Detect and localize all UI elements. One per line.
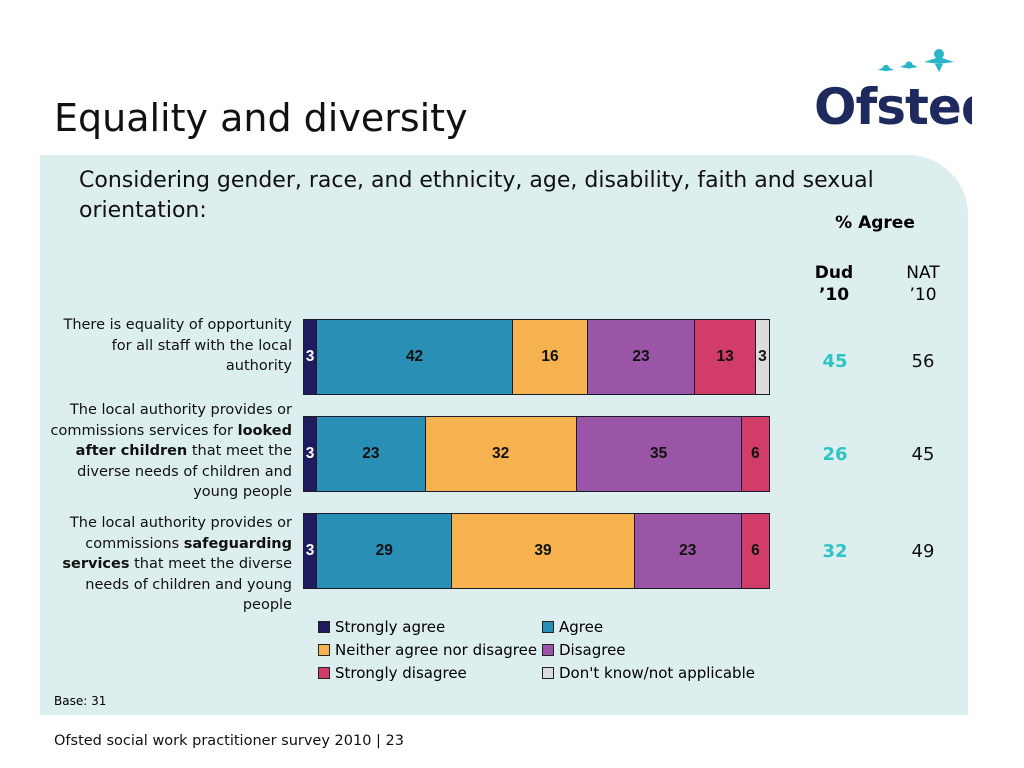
legend-swatch (542, 644, 554, 656)
bar-segment: 3 (303, 416, 318, 492)
bar-segment: 13 (695, 319, 756, 395)
dud-agree-value: 32 (822, 541, 848, 562)
bar-segment: 6 (741, 513, 770, 589)
data-label: 39 (534, 542, 552, 559)
stacked-bar: 3 29 39 23 6 (303, 513, 770, 589)
legend-swatch (542, 621, 554, 633)
bar-segment: 23 (317, 416, 426, 492)
bar-segment: 16 (513, 319, 588, 395)
data-label: 3 (305, 542, 315, 559)
data-label: 3 (758, 348, 767, 365)
slide-title: Equality and diversity (54, 96, 468, 140)
row-label: The local authority provides or commissi… (50, 402, 292, 500)
data-label: 23 (632, 348, 650, 365)
footer: Ofsted social work practitioner survey 2… (54, 733, 404, 749)
bar-segment: 32 (425, 416, 577, 492)
legend-label: Don't know/not applicable (559, 664, 755, 682)
legend-label: Strongly agree (335, 618, 446, 636)
ofsted-logo: Ofsted (814, 49, 972, 134)
legend-item: Strongly disagree (318, 664, 467, 682)
legend-label: Strongly disagree (335, 664, 467, 682)
data-label: 23 (679, 542, 697, 559)
bar-segment: 3 (303, 513, 317, 589)
nat-column-header: NAT ’10 (906, 263, 940, 305)
bar-segment: 3 (755, 319, 770, 395)
legend-label: Agree (559, 618, 604, 636)
dud-agree-value: 26 (822, 444, 848, 465)
data-label: 32 (491, 445, 510, 462)
bar-segment: 6 (741, 416, 770, 492)
base-note: Base: 31 (54, 694, 107, 708)
agree-column-header: % Agree (835, 213, 915, 233)
nat-agree-value: 49 (911, 541, 935, 562)
stacked-bar: 3 23 32 35 6 (303, 416, 770, 492)
data-label: 6 (750, 445, 760, 462)
stacked-bar: 3 42 16 23 13 3 (303, 319, 770, 395)
bar-segment: 42 (317, 319, 514, 395)
nat-agree-value: 56 (911, 351, 935, 372)
legend-item: Agree (542, 618, 603, 636)
data-label: 42 (405, 348, 424, 365)
bar-segment: 35 (576, 416, 742, 492)
legend-item: Neither agree nor disagree (318, 641, 537, 659)
legend-label: Disagree (559, 641, 626, 659)
bar-segment: 29 (317, 513, 453, 589)
legend-swatch (318, 644, 330, 656)
data-label: 3 (305, 445, 315, 462)
row-label: The local authority provides or commissi… (62, 515, 292, 613)
data-label: 3 (305, 348, 315, 365)
nat-agree-value: 45 (911, 444, 935, 465)
chart-subtitle: Considering gender, race, and ethnicity,… (79, 168, 874, 223)
legend-item: Don't know/not applicable (542, 664, 755, 682)
dud-column-header: Dud ’10 (814, 263, 854, 305)
svg-text:Ofsted: Ofsted (814, 78, 972, 134)
bar-segment: 23 (587, 319, 696, 395)
data-label: 16 (541, 348, 559, 365)
data-label: 6 (751, 542, 760, 559)
legend-label: Neither agree nor disagree (335, 641, 538, 659)
legend-item: Disagree (542, 641, 626, 659)
legend-swatch (542, 667, 554, 679)
bar-segment: 23 (634, 513, 742, 589)
data-label: 35 (649, 445, 668, 462)
data-label: 23 (362, 445, 380, 462)
bar-segment: 3 (303, 319, 317, 395)
legend-swatch (318, 667, 330, 679)
row-label: There is equality of opportunity for all… (63, 317, 292, 374)
data-label: 13 (716, 348, 734, 365)
data-label: 29 (375, 542, 393, 559)
legend-swatch (318, 621, 330, 633)
dud-agree-value: 45 (822, 351, 848, 372)
legend-item: Strongly agree (318, 618, 445, 636)
bar-segment: 39 (452, 513, 635, 589)
